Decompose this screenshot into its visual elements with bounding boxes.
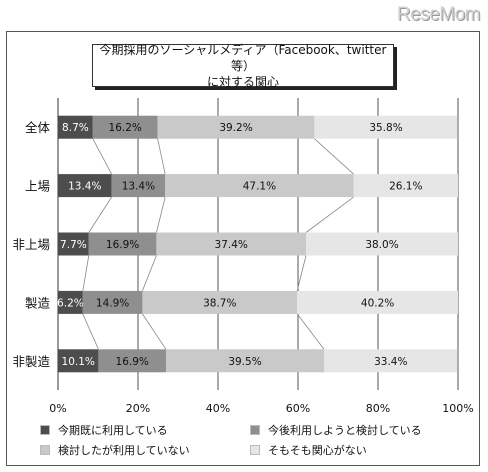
category-label-4: 非製造: [12, 354, 50, 369]
value-label-3-4: 40.2%: [361, 297, 394, 309]
legend-item-4: そもそも関心がない: [250, 442, 367, 458]
x-tick-label-0: 0%: [49, 402, 66, 415]
legend-swatch-1: [40, 425, 50, 435]
bar-4-series-2: [98, 349, 166, 373]
bar-3-series-2: [82, 290, 143, 314]
bar-1-series-1: [58, 174, 112, 198]
value-label-2-2: 16.9%: [106, 239, 139, 251]
x-tick-label-3: 60%: [286, 402, 310, 415]
value-label-0-2: 16.2%: [109, 122, 142, 134]
legend-label-2: 今後利用しようと検討している: [268, 424, 422, 437]
x-tick-label-2: 40%: [206, 402, 230, 415]
value-label-3-1: 6.2%: [57, 297, 84, 309]
value-label-4-3: 39.5%: [228, 356, 261, 368]
x-tick-label-5: 100%: [442, 402, 473, 415]
connector-line-2-0: [82, 255, 90, 291]
value-label-1-2: 13.4%: [122, 181, 155, 193]
legend-swatch-2: [250, 425, 260, 435]
value-label-0-1: 8.7%: [62, 122, 89, 134]
legend-label-1: 今期既に利用している: [58, 424, 168, 437]
value-label-4-2: 16.9%: [116, 356, 149, 368]
bar-1-series-3: [165, 174, 354, 198]
bar-0-series-1: [58, 115, 93, 139]
value-label-4-4: 33.4%: [374, 356, 407, 368]
chart-frame: [6, 31, 480, 466]
value-label-0-3: 39.2%: [219, 122, 252, 134]
connector-line-1-2: [305, 196, 354, 233]
value-label-2-3: 37.4%: [215, 239, 248, 251]
bar-3-series-1: [58, 290, 83, 314]
connector-line-2-1: [142, 255, 157, 292]
bar-2-series-1: [58, 232, 89, 256]
chart-title-line-2: に対する関心: [206, 74, 279, 89]
bar-2-series-2: [88, 232, 157, 256]
resemom-watermark: ReseMom: [396, 4, 481, 25]
value-label-3-2: 14.9%: [96, 297, 129, 309]
value-label-2-4: 38.0%: [365, 239, 398, 251]
legend-label-3: 検討したが利用していない: [58, 444, 190, 457]
bar-0-series-2: [92, 115, 158, 139]
legend-swatch-3: [40, 445, 50, 455]
legend-item-3: 検討したが利用していない: [40, 442, 190, 458]
bar-1-series-2: [111, 174, 166, 198]
value-label-3-3: 38.7%: [203, 297, 236, 309]
connector-line-3-1: [142, 313, 167, 350]
bar-4-series-1: [58, 349, 99, 373]
bar-0-series-3: [157, 115, 315, 139]
connector-line-0-0: [92, 138, 112, 175]
value-label-1-4: 26.1%: [389, 181, 422, 193]
chart-title: 今期採用のソーシャルメディア（Facebook、twitter等） に対する関心: [92, 42, 394, 89]
bar-4-series-3: [166, 349, 324, 373]
chart-title-line-1: 今期採用のソーシャルメディア（Facebook、twitter等）: [99, 42, 387, 73]
bar-4-series-4: [324, 349, 458, 373]
legend-item-2: 今後利用しようと検討している: [250, 422, 422, 438]
value-label-1-1: 13.4%: [68, 181, 101, 193]
connector-line-3-2: [296, 313, 325, 350]
legend-label-4: そもそも関心がない: [268, 444, 367, 457]
connector-line-3-0: [82, 313, 99, 350]
value-label-1-3: 47.1%: [243, 181, 276, 193]
connector-line-0-1: [157, 138, 166, 175]
connector-line-2-2: [296, 255, 307, 291]
bar-0-series-4: [314, 115, 458, 139]
connector-line-0-2: [314, 138, 354, 175]
bar-1-series-4: [353, 174, 458, 198]
bar-2-series-4: [306, 232, 458, 256]
x-tick-label-1: 20%: [126, 402, 150, 415]
chart-legend: 今期既に利用している 今後利用しようと検討している 検討したが利用していない そ…: [40, 422, 460, 462]
value-label-0-4: 35.8%: [369, 122, 402, 134]
value-label-2-1: 7.7%: [60, 239, 87, 251]
bar-2-series-3: [156, 232, 306, 256]
category-label-1: 上場: [25, 179, 50, 194]
connector-line-1-1: [156, 197, 166, 233]
bar-3-series-3: [142, 290, 298, 314]
value-label-4-1: 10.1%: [62, 356, 95, 368]
category-label-2: 非上場: [12, 237, 50, 252]
bar-3-series-4: [297, 290, 458, 314]
legend-swatch-4: [250, 445, 260, 455]
x-tick-label-4: 80%: [366, 402, 390, 415]
connector-line-1-0: [88, 196, 112, 233]
legend-item-1: 今期既に利用している: [40, 422, 168, 438]
category-label-3: 製造: [25, 295, 51, 310]
category-label-0: 全体: [25, 120, 51, 135]
